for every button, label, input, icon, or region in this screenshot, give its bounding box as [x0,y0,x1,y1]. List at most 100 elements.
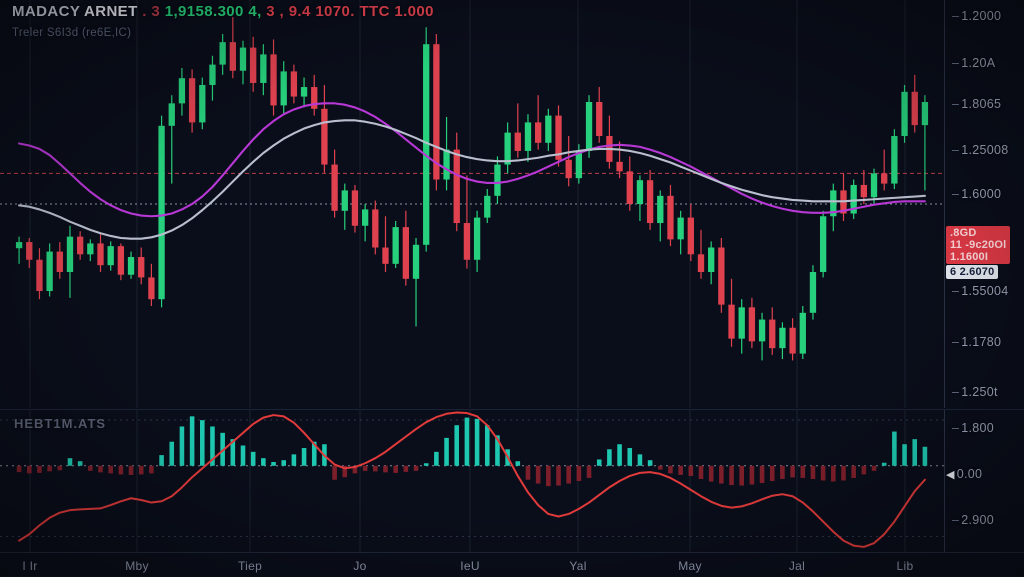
candle-body [341,190,348,211]
tick-dash: – [952,385,960,399]
macd-bar [311,441,317,466]
macd-bar [434,451,439,466]
price-badge-light[interactable]: 6 2.6070 [946,265,999,279]
price-badge-line-2: 1.1600I [950,251,989,263]
time-tick-5[interactable]: Yal [569,559,587,573]
candle-body [239,47,247,71]
tick-dash: – [952,513,960,527]
candle-body [881,173,888,184]
macd-bar [261,458,266,466]
macd-tick-label: 2.900 [961,513,995,527]
time-x-axis[interactable]: I Ir Mby Tiep Jo IeU Yal May Jal Lib [0,552,1024,577]
macd-bar [179,426,185,466]
candle-body [361,209,369,226]
macd-bar [57,465,63,471]
price-plot-area[interactable] [0,0,944,408]
candle-body [443,149,450,180]
candle-body [799,312,806,354]
candle-body [311,87,318,109]
price-y-axis[interactable]: –1.2000–1.20A –1.8065–1.25008–1.6000–1.55… [944,0,1024,408]
time-tick-4[interactable]: IeU [460,559,480,573]
candle-body [565,159,572,179]
macd-panel-title: HEBT1M.ATS [14,416,107,431]
macd-bar [342,465,348,478]
price-panel: –1.2000–1.20A –1.8065–1.25008–1.6000–1.55… [0,0,1024,408]
macd-bar [423,463,429,466]
candle-body [819,216,827,272]
tick-dash: – [952,335,960,349]
macd-panel: HEBT1M.ATS –1.800–2.900 ◀ 0.00 [0,410,1024,552]
macd-svg [0,410,944,552]
price-tick-label: 1.25008 [961,143,1009,157]
macd-bar [230,439,236,466]
macd-bar [88,465,93,471]
macd-bar [637,454,643,466]
macd-bar [149,465,154,474]
macd-bar [739,465,745,486]
candle-body [372,209,379,248]
macd-bar [800,465,806,478]
macd-zero-marker[interactable]: ◀ 0.00 [946,467,982,481]
time-tick-0[interactable]: I Ir [22,559,38,573]
macd-bar [515,461,521,466]
price-tick-3: –1.25008 [952,143,1009,157]
macd-bar [841,465,846,481]
macd-grid [29,410,906,552]
candle-body [555,115,562,160]
candle-body [728,304,735,339]
candle-body [433,44,440,180]
macd-bar [128,465,134,475]
macd-bar [169,441,175,466]
time-tick-1[interactable]: Mby [125,559,149,573]
macd-bar [871,465,877,471]
candle-body [708,247,715,272]
candle-body [321,108,328,165]
candle-body [891,136,898,184]
macd-bar [77,461,83,466]
macd-bar [698,465,704,479]
macd-zero-marker-icon: ◀ [946,469,955,481]
macd-bar [708,465,714,482]
macd-bar [138,465,144,475]
candle-body [646,180,654,224]
time-tick-2[interactable]: Tiep [237,559,263,573]
macd-bar [250,451,256,466]
candle-body [423,44,430,245]
macd-bar [362,465,368,471]
macd-y-axis[interactable]: –1.800–2.900 ◀ 0.00 [944,410,1024,552]
price-tick-4: –1.6000 [952,187,1001,201]
candle-body [26,242,33,260]
price-tick-2: –1.8065 [952,97,1001,111]
macd-bar [16,465,22,473]
price-tick-1: –1.20A [952,56,995,70]
tick-dash: – [952,9,960,23]
macd-bar [769,465,775,481]
candle-body [657,195,664,224]
candle-body [168,103,175,126]
macd-bar [189,416,195,466]
macd-bar [484,425,490,466]
time-tick-3[interactable]: Jo [353,559,367,573]
macd-bar [556,465,561,486]
candle-body [789,327,796,354]
macd-bar [851,465,856,478]
time-tick-8[interactable]: Lib [896,559,914,573]
macd-bar [383,465,388,473]
macd-plot-area[interactable] [0,410,944,552]
candle-body [596,102,603,136]
candle-body [809,272,817,313]
macd-bar [332,465,337,480]
candle-body [351,190,359,226]
candle-body [280,71,287,106]
macd-bar [301,448,307,466]
price-tick-0: –1.2000 [952,9,1001,23]
panel-divider [0,409,1024,410]
candle-body [514,132,521,151]
time-tick-7[interactable]: Jal [788,559,806,573]
price-tick-label: 1.250t [961,385,998,399]
candle-body [667,195,674,240]
candle-body [830,190,837,217]
price-badge-red[interactable]: .8GD 11 -9c20Ol 1.1600I [946,226,1011,264]
time-tick-6[interactable]: May [678,559,702,573]
macd-bar [678,465,683,475]
